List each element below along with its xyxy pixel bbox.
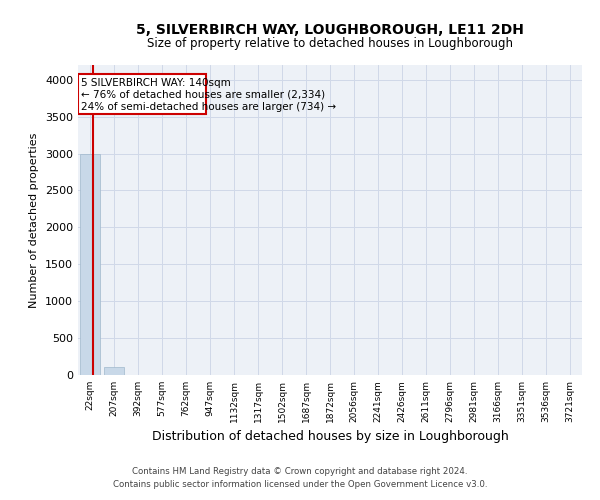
FancyBboxPatch shape — [79, 74, 206, 114]
Text: ← 76% of detached houses are smaller (2,334): ← 76% of detached houses are smaller (2,… — [82, 90, 325, 100]
Text: Size of property relative to detached houses in Loughborough: Size of property relative to detached ho… — [147, 38, 513, 51]
Text: Contains HM Land Registry data © Crown copyright and database right 2024.: Contains HM Land Registry data © Crown c… — [132, 467, 468, 476]
Text: 5, SILVERBIRCH WAY, LOUGHBOROUGH, LE11 2DH: 5, SILVERBIRCH WAY, LOUGHBOROUGH, LE11 2… — [136, 22, 524, 36]
Bar — [104, 367, 124, 375]
Y-axis label: Number of detached properties: Number of detached properties — [29, 132, 40, 308]
Text: Contains public sector information licensed under the Open Government Licence v3: Contains public sector information licen… — [113, 480, 487, 489]
Bar — [80, 154, 100, 375]
X-axis label: Distribution of detached houses by size in Loughborough: Distribution of detached houses by size … — [152, 430, 508, 444]
Text: 5 SILVERBIRCH WAY: 140sqm: 5 SILVERBIRCH WAY: 140sqm — [82, 78, 231, 88]
Text: 24% of semi-detached houses are larger (734) →: 24% of semi-detached houses are larger (… — [82, 102, 337, 112]
